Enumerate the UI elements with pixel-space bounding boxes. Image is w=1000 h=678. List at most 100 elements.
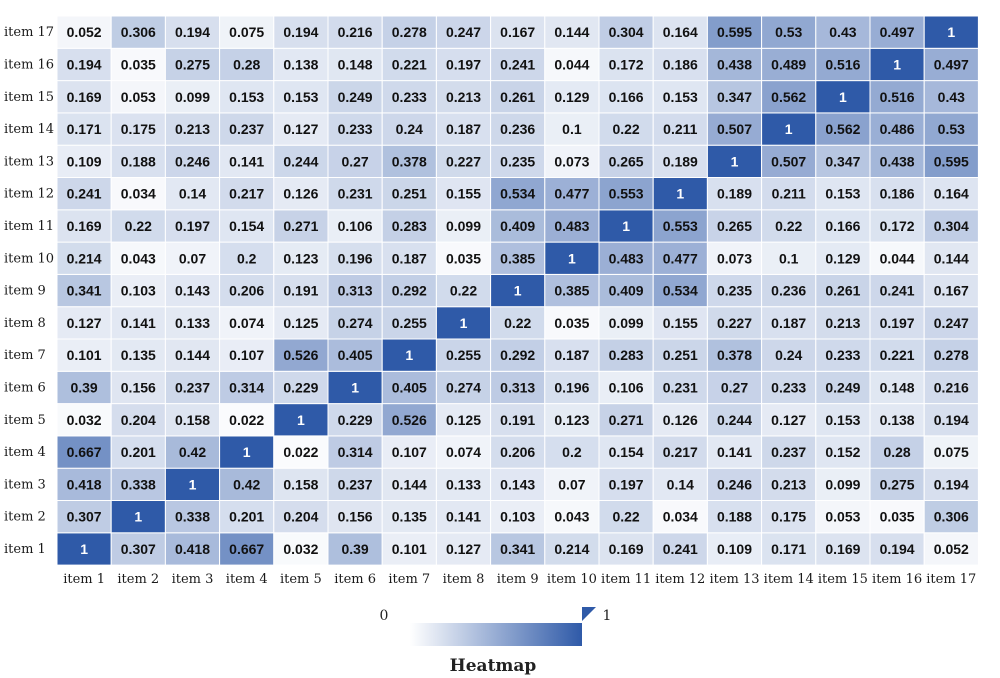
heatmap-cell-value: 0.251 [663, 347, 698, 363]
heatmap-cell-value: 0.28 [233, 56, 260, 72]
heatmap-cell [761, 338, 817, 372]
heatmap-cell [435, 47, 492, 82]
heatmap-cell [490, 80, 546, 114]
heatmap-cell [761, 273, 817, 308]
x-axis-labels: item 1 item 2 item 3 item 4 item 5 item 6 item… [63, 572, 976, 587]
heatmap-cell-value: 0.123 [554, 412, 589, 428]
heatmap-cell-value: 0.274 [446, 379, 481, 395]
heatmap-cell-value: 0.338 [175, 509, 210, 525]
heatmap-cell-value: 0.101 [392, 541, 427, 557]
heatmap-cell [327, 15, 383, 49]
heatmap-cell [598, 209, 654, 243]
x-axis-label: item 10 [547, 572, 597, 587]
heatmap-cell [923, 241, 979, 275]
heatmap-cell [381, 273, 437, 308]
heatmap-cell-value: 0.125 [283, 315, 318, 331]
heatmap-cell [164, 209, 221, 243]
heatmap-cell-value: 0.144 [934, 250, 969, 266]
heatmap-cell-value: 0.247 [934, 315, 969, 331]
heatmap-cell [544, 435, 600, 469]
heatmap-cell [652, 370, 708, 405]
heatmap-cell-value: 0.141 [229, 153, 264, 169]
heatmap-cell-value: 0.231 [338, 186, 373, 202]
heatmap-cell-value: 1 [676, 186, 684, 202]
heatmap-cell-value: 0.244 [717, 412, 752, 428]
heatmap-cell [490, 338, 546, 372]
heatmap-cell [598, 177, 654, 211]
heatmap-cell-value: 1 [189, 476, 197, 492]
heatmap-cell [815, 112, 871, 146]
x-axis-label: item 12 [655, 572, 705, 587]
heatmap-cell-value: 0.251 [392, 186, 427, 202]
heatmap-cell [544, 144, 600, 178]
heatmap-cell-value: 0.409 [609, 283, 644, 299]
heatmap-cell-value: 0.169 [609, 541, 644, 557]
heatmap-cell-value: 0.275 [880, 476, 915, 492]
heatmap-cell [706, 370, 763, 405]
heatmap-cell [490, 532, 546, 566]
heatmap-cell-value: 0.246 [717, 476, 752, 492]
heatmap-cell-value: 0.28 [883, 444, 910, 460]
heatmap-cell-value: 0.153 [825, 412, 860, 428]
heatmap-cell-value: 0.099 [175, 89, 210, 105]
heatmap-cell-value: 0.194 [880, 541, 915, 557]
heatmap-cell [435, 532, 492, 566]
heatmap-cell [219, 15, 275, 49]
heatmap-cell-value: 0.144 [175, 347, 210, 363]
y-axis-label: item 7 [4, 348, 46, 363]
x-axis-label: item 17 [926, 572, 976, 587]
heatmap-cell [56, 144, 112, 178]
heatmap-cell [381, 241, 437, 275]
heatmap-cell-value: 0.237 [338, 476, 373, 492]
heatmap-cell-value: 0.187 [771, 315, 806, 331]
heatmap-cell-value: 0.221 [392, 56, 427, 72]
heatmap-cell [219, 306, 275, 340]
heatmap-cell-value: 0.073 [717, 250, 752, 266]
y-axis-label: item 10 [4, 251, 54, 266]
heatmap-cell [110, 15, 166, 49]
heatmap-cell [164, 338, 221, 372]
heatmap-cell-value: 0.032 [283, 541, 318, 557]
heatmap-cell-value: 0.265 [717, 218, 752, 234]
heatmap-cell-value: 0.24 [775, 347, 802, 363]
heatmap-cell [219, 144, 275, 178]
heatmap-cell-value: 0.035 [121, 56, 156, 72]
heatmap-cell [544, 500, 600, 534]
y-axis-label: item 2 [4, 510, 46, 525]
heatmap-cell [706, 467, 763, 502]
heatmap-cell [435, 467, 492, 502]
heatmap-cell [273, 306, 329, 340]
heatmap-cell [110, 177, 166, 211]
heatmap-cell-value: 0.227 [717, 315, 752, 331]
heatmap-cell-value: 1 [514, 283, 522, 299]
heatmap-cell [435, 435, 492, 469]
heatmap-cell [598, 403, 654, 437]
x-axis-label: item 7 [388, 572, 430, 587]
heatmap-cell-value: 0.169 [67, 89, 102, 105]
heatmap-cell-value: 0.099 [609, 315, 644, 331]
color-legend: 0 1 [380, 607, 612, 646]
heatmap-cell-value: 0.141 [717, 444, 752, 460]
heatmap-cell-value: 0.341 [500, 541, 535, 557]
heatmap-cell-value: 0.106 [338, 218, 373, 234]
heatmap-cell-value: 0.304 [609, 24, 644, 40]
y-axis-label: item 5 [4, 413, 46, 428]
heatmap-cell [273, 80, 329, 114]
heatmap-cell-value: 0.166 [609, 89, 644, 105]
heatmap-cell [490, 306, 546, 340]
heatmap-cell [219, 177, 275, 211]
heatmap-cell [544, 370, 600, 405]
heatmap-cell-value: 0.141 [446, 509, 481, 525]
heatmap-cell [544, 273, 600, 308]
heatmap-cell [381, 177, 437, 211]
heatmap-cell [923, 144, 979, 178]
legend-max-label: 1 [603, 608, 612, 624]
heatmap-cell-value: 0.292 [392, 283, 427, 299]
heatmap-cell [381, 15, 437, 49]
heatmap-cell-value: 1 [243, 444, 251, 460]
heatmap-cell-value: 1 [568, 250, 576, 266]
heatmap-cell [923, 80, 979, 114]
heatmap-cell-value: 0.667 [229, 541, 264, 557]
heatmap-cell-value: 0.1 [562, 121, 582, 137]
